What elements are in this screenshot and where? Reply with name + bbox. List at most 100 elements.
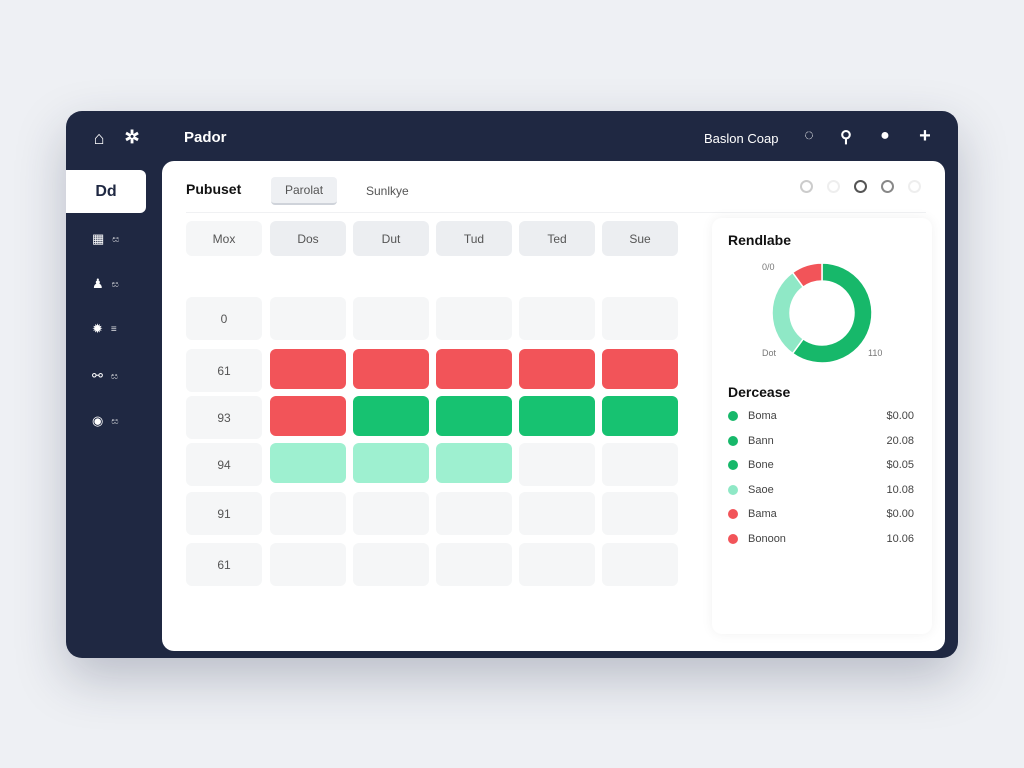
- legend-title: Dercease: [728, 384, 791, 400]
- donut-label-top: 0/0: [762, 262, 775, 272]
- refresh-icon[interactable]: [800, 180, 813, 193]
- legend-label: Bonoon: [748, 533, 786, 545]
- sidebar-item-bug[interactable]: ✹ ≡: [92, 321, 117, 336]
- grid-cell-green[interactable]: [602, 396, 678, 436]
- donut-segment: [791, 262, 873, 364]
- donut-chart: [771, 262, 873, 364]
- sidebar-item-pawn[interactable]: ♟ ඝ: [92, 276, 119, 291]
- column-header: Dos: [270, 221, 346, 256]
- legend-dot: [728, 460, 738, 471]
- grid-cell-red[interactable]: [353, 349, 429, 389]
- column-header: Ted: [519, 221, 595, 256]
- grid-cell-mint[interactable]: [270, 443, 346, 483]
- circle-icon[interactable]: [854, 180, 867, 193]
- row-label: 93: [186, 396, 262, 439]
- grid-cell-red[interactable]: [519, 349, 595, 389]
- target-icon[interactable]: [881, 180, 894, 193]
- grid-cell-mint[interactable]: [436, 443, 512, 483]
- sidebar-item-share[interactable]: ⚯ ඝ: [92, 368, 119, 383]
- legend-item: Bonoon 10.06: [728, 533, 914, 545]
- legend-label: Bama: [748, 508, 777, 521]
- tab-sunlkye[interactable]: Sunlkye: [366, 184, 409, 198]
- legend-label: Bann: [748, 434, 774, 447]
- row-label: 94: [186, 443, 262, 486]
- legend-value: 20.08: [886, 434, 914, 447]
- grid-cell[interactable]: [436, 543, 512, 586]
- legend-dot: [728, 435, 738, 446]
- bug-icon: ✹: [92, 321, 103, 336]
- legend-dot: [728, 484, 738, 495]
- schedule-grid: Mox Dos Dut Tud Ted Sue 0 61 93 94 91 61: [186, 221, 698, 593]
- row-label: 0: [186, 297, 262, 340]
- sidebar-item-calendar[interactable]: ▦ ඝ: [92, 231, 120, 246]
- refresh-icon[interactable]: ◌: [804, 127, 814, 144]
- summary-card: Rendlabe 0/0 Dot 110 Dercease Boma $0.00 B…: [712, 218, 932, 634]
- home-icon[interactable]: ⌂: [93, 128, 105, 148]
- grid-cell-red[interactable]: [602, 349, 678, 389]
- sidebar-item-active[interactable]: Dd: [66, 170, 146, 213]
- legend-value: $0.00: [886, 508, 914, 521]
- legend-dot: [728, 411, 738, 421]
- grid-cell[interactable]: [602, 297, 678, 340]
- column-header: Dut: [353, 221, 429, 256]
- grid-cell[interactable]: [353, 543, 429, 586]
- app-title: Pador: [184, 129, 227, 146]
- grid-cell[interactable]: [602, 543, 678, 586]
- grid-cell[interactable]: [353, 297, 429, 340]
- grid-cell-green[interactable]: [436, 396, 512, 436]
- legend-value: $0.00: [886, 410, 914, 422]
- grid-cell[interactable]: [436, 297, 512, 340]
- legend-value: 10.08: [886, 483, 914, 496]
- donut-title: Rendlabe: [728, 232, 792, 248]
- legend-dot: [728, 509, 738, 520]
- legend-item: Bone $0.05: [728, 459, 914, 471]
- grid-cell-red[interactable]: [436, 349, 512, 389]
- grid-cell[interactable]: [519, 297, 595, 340]
- grid-cell-red[interactable]: [270, 349, 346, 389]
- legend-item: Saoe 10.08: [728, 484, 914, 496]
- grid-cell[interactable]: [602, 492, 678, 535]
- add-icon[interactable]: +: [919, 125, 931, 147]
- grid-cell[interactable]: [602, 443, 678, 486]
- grid-cell[interactable]: [519, 492, 595, 535]
- donut-label-bottom-right: 110: [868, 348, 883, 358]
- grid-cell[interactable]: [353, 492, 429, 535]
- company-name[interactable]: Baslon Coap: [704, 131, 779, 146]
- column-header: Sue: [602, 221, 678, 256]
- grid-cell[interactable]: [436, 492, 512, 535]
- row-label: 91: [186, 492, 262, 535]
- share-icon: ⚯: [92, 368, 103, 383]
- calendar-icon: ▦: [92, 231, 105, 246]
- grid-cell-green[interactable]: [353, 396, 429, 436]
- grid-cell[interactable]: [270, 492, 346, 535]
- legend-item: Boma $0.00: [728, 410, 914, 422]
- grid-cell-red[interactable]: [270, 396, 346, 436]
- grid-cell[interactable]: [519, 443, 595, 486]
- grid-cell-mint[interactable]: [353, 443, 429, 483]
- grid-corner-label: Mox: [186, 221, 262, 256]
- tab-parolat[interactable]: Parolat: [271, 177, 338, 205]
- pawn-icon: ♟: [92, 276, 104, 291]
- column-header: Tud: [436, 221, 512, 256]
- grid-cell[interactable]: [270, 297, 346, 340]
- grid-cell-green[interactable]: [519, 396, 595, 436]
- legend-value: $0.05: [886, 459, 914, 472]
- legend-item: Bann 20.08: [728, 435, 914, 447]
- grid-cell[interactable]: [270, 543, 346, 586]
- settings-icon[interactable]: ✲: [124, 127, 140, 147]
- divider: [186, 212, 926, 213]
- record-icon[interactable]: ●: [880, 127, 890, 144]
- more-icon[interactable]: [908, 180, 921, 193]
- row-label: 61: [186, 349, 262, 392]
- row-label: 61: [186, 543, 262, 586]
- sidebar-item-location[interactable]: ◉ ඝ: [92, 413, 119, 428]
- legend-dot: [728, 534, 738, 544]
- donut-segment: [771, 271, 805, 355]
- location-icon: ◉: [92, 413, 104, 428]
- grid-cell[interactable]: [519, 543, 595, 586]
- legend-value: 10.06: [886, 533, 914, 545]
- info-icon[interactable]: [827, 180, 840, 193]
- toolbar-icons: [800, 180, 921, 193]
- search-icon[interactable]: ⚲: [840, 129, 852, 146]
- legend-label: Saoe: [748, 483, 774, 496]
